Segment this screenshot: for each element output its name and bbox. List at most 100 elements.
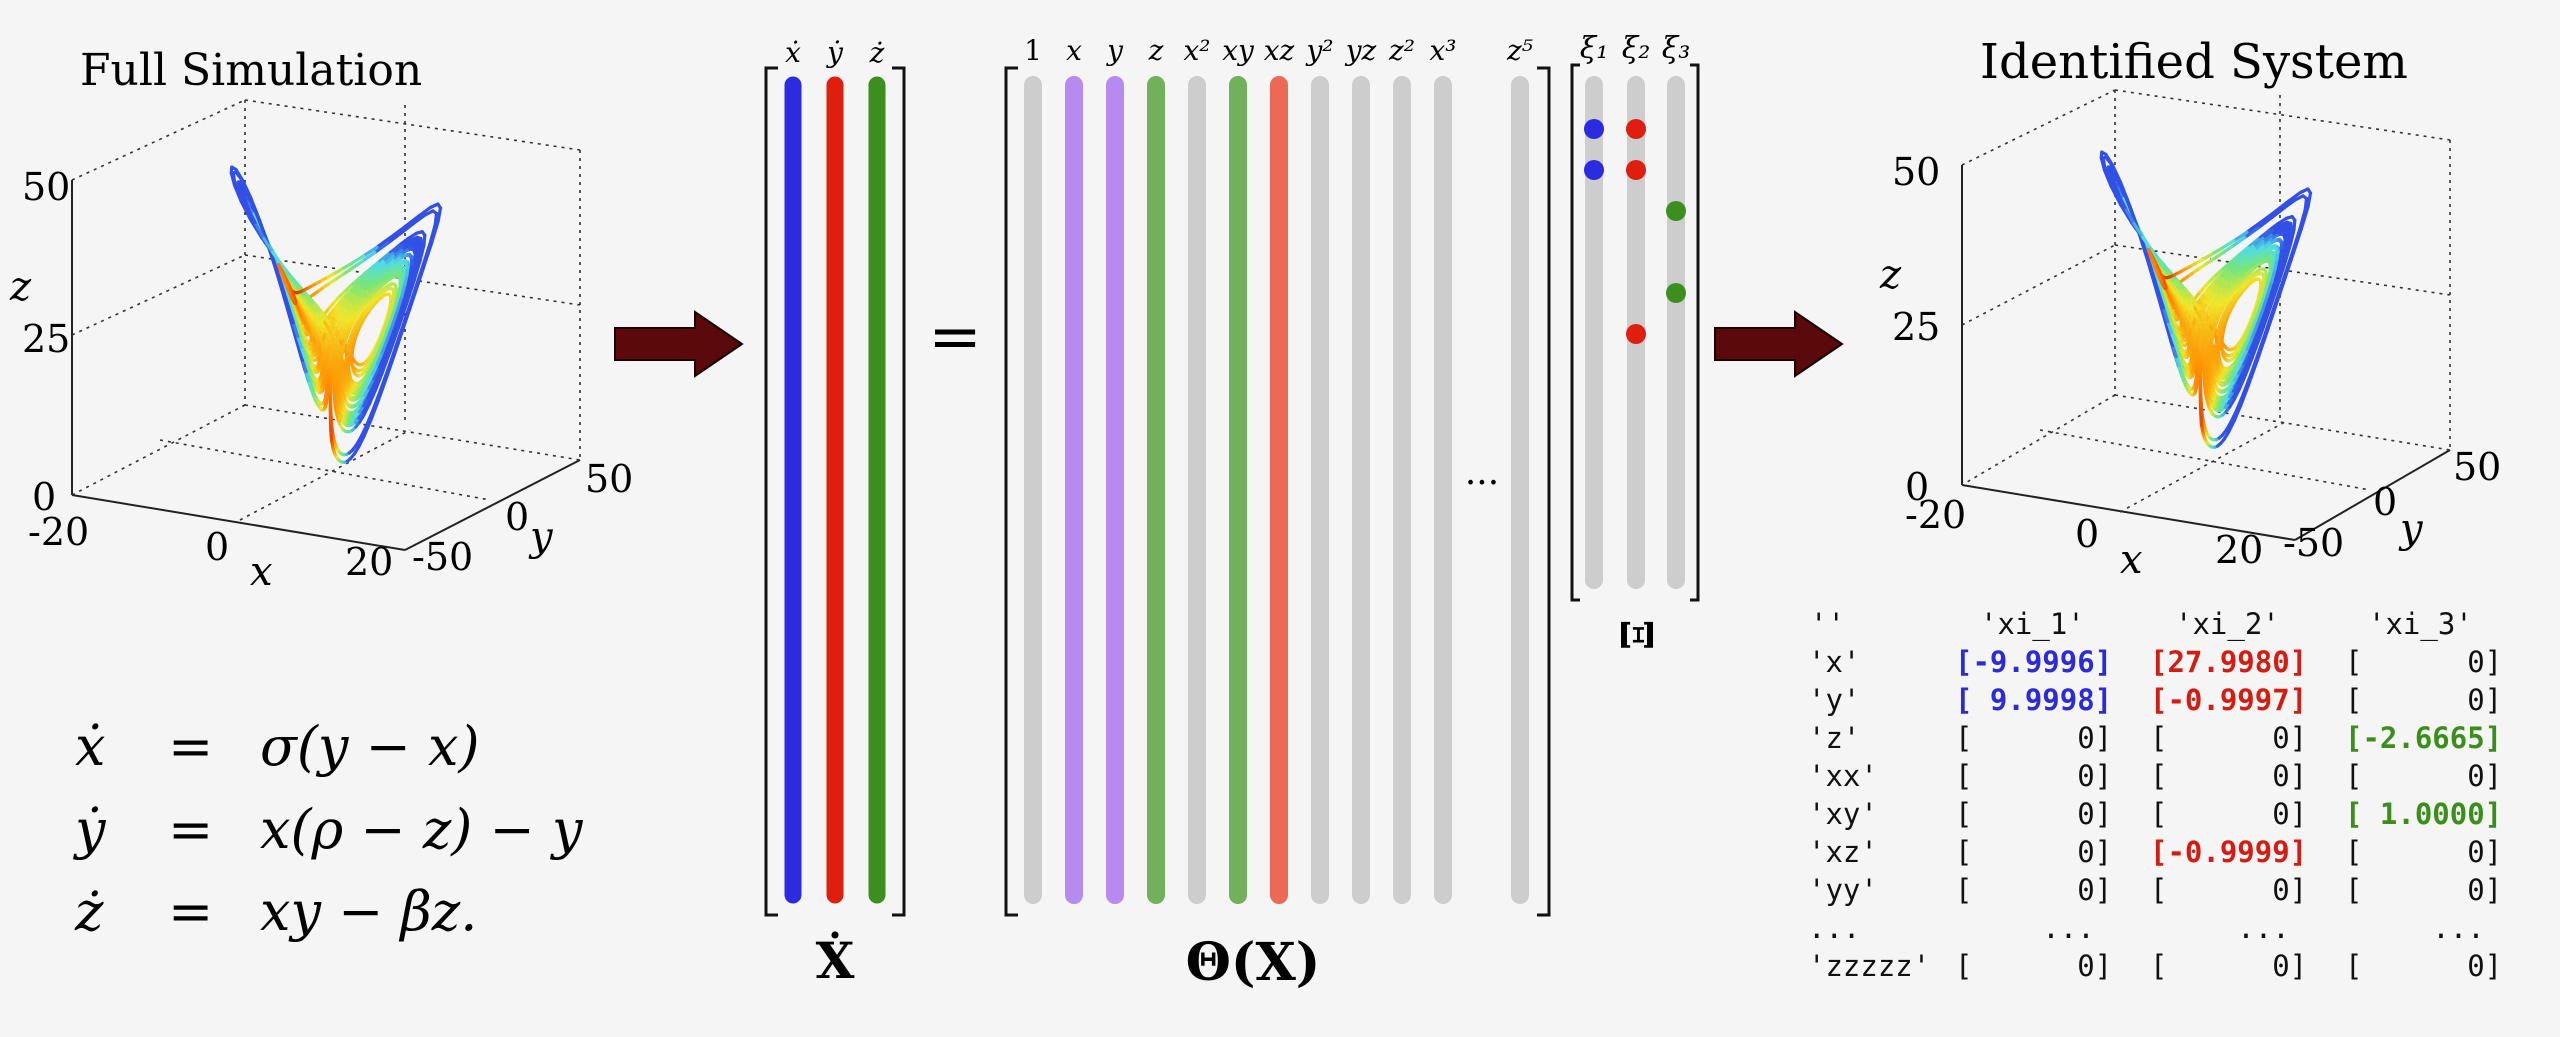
xdot-column-label: ż	[869, 36, 885, 69]
matrix-brackets	[764, 66, 906, 917]
z-tick-50: 50	[1892, 150, 1940, 194]
table-value-cell: [ 0]	[2345, 759, 2503, 793]
z-tick-50: 50	[22, 165, 70, 209]
panel-title: Identified System	[1980, 34, 2408, 90]
table-term-cell: 'x'	[1808, 645, 1861, 679]
xi-nonzero-dot	[1584, 160, 1604, 180]
panel-title: Full Simulation	[80, 45, 422, 96]
table-row: 'yy' [ 0] [ 0] [ 0]	[1800, 871, 2520, 909]
xi-column-label: ξ₂	[1622, 31, 1651, 66]
table-term-cell: 'z'	[1808, 721, 1861, 755]
theta-column-label: x	[1066, 34, 1082, 67]
table-header-cell: 'xi_1'	[1980, 607, 2085, 641]
table-row: 'xy' [ 0] [ 0] [ 1.0000]	[1800, 795, 2520, 833]
table-row: 'xx' [ 0] [ 0] [ 0]	[1800, 757, 2520, 795]
equals-sign: =	[928, 300, 982, 374]
lorenz-plot-full-simulation: Full Simulation 50 25 0 z -20 0 20 x 50	[9, 45, 633, 595]
xi-nonzero-dot	[1626, 119, 1646, 139]
table-value-cell: [ 0]	[1955, 721, 2113, 755]
equation-rhs: σ(y − x)	[260, 715, 480, 778]
table-value-cell: ...	[1955, 911, 2095, 945]
z-axis-label: z	[1879, 252, 1902, 298]
equation-equals: =	[168, 798, 213, 861]
theta-column-label: xz	[1264, 34, 1295, 67]
table-header-cell: 'xi_3'	[2368, 607, 2473, 641]
matrix-brackets	[1004, 66, 1551, 917]
theta-column-label: z⁵	[1506, 34, 1533, 67]
theta-column-label: z²	[1388, 34, 1415, 67]
z-tick-25: 25	[1892, 305, 1940, 349]
xi-column-label: ξ₁	[1580, 31, 1609, 66]
lorenz-attractor-curve	[2099, 150, 2313, 449]
table-row: 'x' [-9.9996] [27.9980] [ 0]	[1800, 643, 2520, 681]
theta-column-label: xy	[1222, 34, 1255, 67]
table-value-cell: [ 0]	[2345, 645, 2503, 679]
xdot-matrix-label: Ẋ	[816, 930, 855, 990]
x-tick-0: 0	[2075, 512, 2099, 556]
theta-column-label: z	[1148, 34, 1164, 67]
xi-matrix-label: Ξ	[1610, 620, 1661, 651]
theta-column-label: x²	[1183, 34, 1210, 67]
x-tick-neg20: -20	[28, 510, 89, 554]
theta-library-matrix: 1 x y z x² xy xz y² yz z² x³ z⁵ ··· Θ(X)	[1004, 34, 1551, 993]
y-tick-50: 50	[2453, 445, 2501, 489]
xi-coefficient-matrix: ξ₁ ξ₂ ξ₃ Ξ	[1570, 31, 1700, 651]
xi-nonzero-dot	[1666, 201, 1686, 221]
x-axis-label: x	[2120, 537, 2143, 583]
y-tick-50: 50	[585, 457, 633, 501]
table-value-cell: [ 0]	[2345, 949, 2503, 983]
theta-column-label: yz	[1344, 34, 1377, 67]
table-value-cell: [ 1.0000]	[2345, 797, 2503, 831]
arrow-right-icon	[614, 310, 744, 378]
table-value-cell: ...	[2345, 911, 2485, 945]
xi-nonzero-dot	[1626, 324, 1646, 344]
table-value-cell: [ 0]	[2150, 759, 2308, 793]
table-row: ... ... ... ...	[1800, 909, 2520, 947]
y-tick-neg50: -50	[2283, 521, 2344, 565]
table-value-cell: [ 0]	[2150, 949, 2308, 983]
y-tick-0: 0	[505, 495, 529, 539]
table-value-cell: [ 0]	[2345, 835, 2503, 869]
table-term-cell: ...	[1808, 911, 1861, 945]
table-term-cell: 'y'	[1808, 683, 1861, 717]
x-axis-label: x	[250, 549, 273, 595]
equation-rhs: xy − βz.	[260, 880, 477, 943]
lorenz-plot-identified-system: Identified System 50 25 0 z -20 0 20 x 5…	[1879, 34, 2501, 583]
table-row: 'xz' [ 0] [-0.9999] [ 0]	[1800, 833, 2520, 871]
lorenz-equations: ẋ = σ(y − x) ẏ = x(ρ − z) − y ż = xy − β…	[73, 715, 584, 943]
table-value-cell: [27.9980]	[2150, 645, 2308, 679]
equation-equals: =	[168, 715, 213, 778]
xi-nonzero-dot	[1626, 160, 1646, 180]
table-value-cell: [-0.9997]	[2150, 683, 2308, 717]
table-row: 'z' [ 0] [ 0] [-2.6665]	[1800, 719, 2520, 757]
equation-rhs: x(ρ − z) − y	[260, 798, 584, 861]
table-term-cell: 'yy'	[1808, 873, 1878, 907]
table-row: 'y' [ 9.9998] [-0.9997] [ 0]	[1800, 681, 2520, 719]
xdot-column-label: ẏ	[825, 36, 844, 69]
table-term-cell: 'xz'	[1808, 835, 1878, 869]
table-term-cell: 'zzzzz'	[1808, 949, 1931, 983]
table-header: '' 'xi_1' 'xi_2' 'xi_3'	[1800, 605, 2520, 643]
y-axis-label: y	[2398, 506, 2424, 552]
table-value-cell: [-9.9996]	[1955, 645, 2113, 679]
theta-ellipsis: ···	[1465, 463, 1499, 504]
table-value-cell: [ 0]	[1955, 759, 2113, 793]
table-value-cell: [-2.6665]	[2345, 721, 2503, 755]
xi-nonzero-dot	[1584, 119, 1604, 139]
table-row: 'zzzzz' [ 0] [ 0] [ 0]	[1800, 947, 2520, 985]
theta-column-label: y²	[1304, 34, 1333, 67]
table-value-cell: [ 0]	[1955, 835, 2113, 869]
theta-column-label: 1	[1024, 34, 1042, 67]
equation-lhs: ż	[74, 880, 104, 943]
xi-column-label: ξ₃	[1662, 31, 1691, 66]
table-header-cell: 'xi_2'	[2175, 607, 2280, 641]
y-tick-neg50: -50	[412, 535, 473, 579]
coefficient-table: '' 'xi_1' 'xi_2' 'xi_3' 'x' [-9.9996] [27.9980…	[1800, 605, 2520, 985]
xi-nonzero-dot	[1666, 283, 1686, 303]
table-header-cell: ''	[1810, 607, 1845, 641]
arrow-right-icon	[1714, 310, 1844, 378]
equation-equals: =	[168, 880, 213, 943]
x-tick-20: 20	[345, 540, 393, 584]
